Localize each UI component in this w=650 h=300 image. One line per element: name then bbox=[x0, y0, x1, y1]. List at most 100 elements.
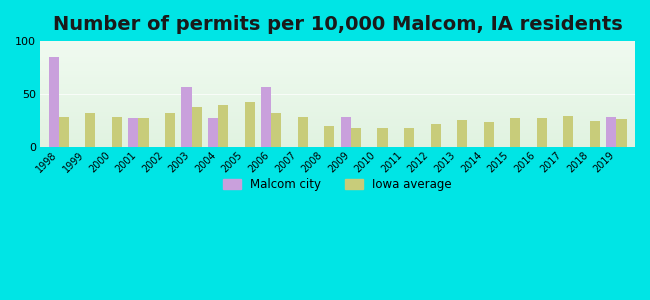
Bar bbox=[40, 103, 635, 104]
Bar bbox=[341, 117, 351, 147]
Bar bbox=[510, 118, 520, 147]
Bar bbox=[40, 58, 635, 59]
Bar bbox=[40, 144, 635, 145]
Bar bbox=[40, 79, 635, 80]
Bar bbox=[40, 110, 635, 111]
Bar bbox=[261, 86, 271, 147]
Bar bbox=[40, 68, 635, 69]
Bar bbox=[40, 42, 635, 43]
Bar bbox=[40, 126, 635, 127]
Bar bbox=[40, 44, 635, 45]
Bar bbox=[40, 137, 635, 138]
Bar bbox=[40, 71, 635, 72]
Bar bbox=[40, 93, 635, 94]
Bar bbox=[40, 41, 635, 42]
Bar bbox=[616, 119, 627, 147]
Bar bbox=[40, 62, 635, 63]
Bar bbox=[40, 82, 635, 83]
Bar bbox=[40, 130, 635, 131]
Bar bbox=[606, 117, 616, 147]
Bar bbox=[40, 67, 635, 68]
Bar bbox=[128, 118, 138, 147]
Bar bbox=[40, 65, 635, 67]
Bar bbox=[378, 128, 387, 147]
Bar bbox=[351, 128, 361, 147]
Title: Number of permits per 10,000 Malcom, IA residents: Number of permits per 10,000 Malcom, IA … bbox=[53, 15, 623, 34]
Bar bbox=[40, 78, 635, 79]
Bar bbox=[40, 116, 635, 117]
Bar bbox=[404, 128, 414, 147]
Bar bbox=[40, 51, 635, 52]
Bar bbox=[40, 140, 635, 142]
Bar bbox=[40, 80, 635, 81]
Bar bbox=[40, 114, 635, 115]
Bar bbox=[40, 76, 635, 77]
Bar bbox=[40, 109, 635, 110]
Bar bbox=[40, 50, 635, 51]
Bar bbox=[40, 112, 635, 113]
Bar bbox=[165, 113, 175, 147]
Bar bbox=[40, 59, 635, 60]
Bar bbox=[40, 102, 635, 104]
Bar bbox=[40, 146, 635, 147]
Bar bbox=[181, 86, 192, 147]
Bar bbox=[40, 101, 635, 102]
Bar bbox=[40, 91, 635, 92]
Bar bbox=[40, 128, 635, 129]
Bar bbox=[40, 122, 635, 124]
Bar bbox=[40, 64, 635, 65]
Bar bbox=[40, 55, 635, 56]
Bar bbox=[40, 52, 635, 53]
Bar bbox=[40, 72, 635, 73]
Bar bbox=[40, 85, 635, 86]
Bar bbox=[40, 99, 635, 100]
Bar bbox=[138, 118, 148, 147]
Bar bbox=[40, 61, 635, 62]
Bar bbox=[40, 57, 635, 58]
Bar bbox=[40, 118, 635, 119]
Bar bbox=[40, 111, 635, 112]
Bar bbox=[430, 124, 441, 147]
Bar bbox=[40, 132, 635, 133]
Bar bbox=[40, 75, 635, 76]
Bar bbox=[49, 57, 58, 147]
Bar bbox=[564, 116, 573, 147]
Bar bbox=[58, 117, 69, 147]
Bar bbox=[40, 77, 635, 78]
Bar bbox=[218, 104, 228, 147]
Bar bbox=[40, 90, 635, 91]
Bar bbox=[40, 119, 635, 120]
Bar bbox=[40, 81, 635, 82]
Bar bbox=[40, 92, 635, 93]
Bar bbox=[112, 117, 122, 147]
Bar bbox=[40, 129, 635, 130]
Bar bbox=[40, 45, 635, 46]
Bar bbox=[40, 127, 635, 128]
Bar bbox=[40, 73, 635, 74]
Bar bbox=[40, 136, 635, 137]
Bar bbox=[40, 86, 635, 88]
Bar bbox=[40, 74, 635, 75]
Bar bbox=[40, 47, 635, 49]
Bar bbox=[40, 97, 635, 98]
Bar bbox=[40, 131, 635, 132]
Bar bbox=[40, 56, 635, 57]
Bar bbox=[40, 94, 635, 95]
Bar bbox=[208, 118, 218, 147]
Bar bbox=[40, 120, 635, 122]
Bar bbox=[40, 63, 635, 64]
Bar bbox=[40, 98, 635, 99]
Bar bbox=[244, 102, 255, 147]
Bar bbox=[40, 135, 635, 136]
Bar bbox=[40, 96, 635, 97]
Bar bbox=[40, 113, 635, 114]
Bar bbox=[40, 43, 635, 44]
Bar bbox=[40, 88, 635, 89]
Bar bbox=[40, 70, 635, 71]
Bar bbox=[40, 89, 635, 90]
Bar bbox=[85, 113, 96, 147]
Bar bbox=[40, 69, 635, 70]
Bar bbox=[40, 54, 635, 55]
Bar bbox=[40, 49, 635, 50]
Bar bbox=[40, 95, 635, 96]
